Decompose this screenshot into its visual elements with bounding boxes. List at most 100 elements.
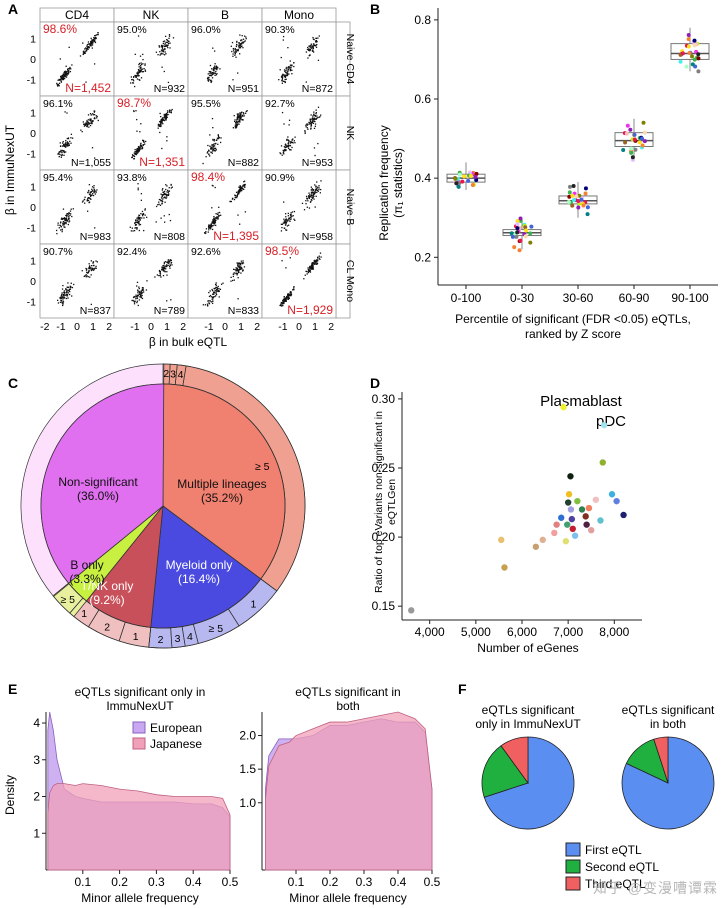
scatter-dot: [166, 111, 169, 114]
scatter-dot: [309, 46, 311, 48]
scatter-dot: [235, 122, 237, 124]
scatter-dot: [214, 221, 217, 223]
b-point: [462, 174, 467, 179]
scatter-dot: [312, 192, 315, 194]
scatter-dot: [214, 149, 216, 151]
scatter-dot: [86, 275, 88, 277]
scatter-dot: [317, 37, 319, 39]
scatter-dot: [167, 113, 169, 116]
scatter-dot: [168, 111, 170, 113]
scatter-dot: [242, 42, 244, 44]
scatter-dot: [307, 128, 309, 130]
scatter-dot: [135, 76, 137, 78]
scatter-dot: [289, 257, 291, 259]
scatter-dot: [284, 78, 286, 81]
scatter-dot: [61, 288, 64, 290]
scatter-dot: [233, 115, 235, 117]
scatter-dot: [218, 206, 220, 209]
e2-ytick-label: 2.0: [239, 729, 256, 743]
b-point: [692, 38, 697, 43]
scatter-dot: [72, 208, 74, 210]
scatter-dot: [240, 272, 242, 274]
scatter-dot: [63, 144, 66, 146]
scatter-dot: [239, 267, 241, 269]
e1-ytick-label: 4: [33, 716, 40, 730]
scatter-dot: [139, 67, 141, 69]
scatter-dot: [217, 290, 219, 292]
scatter-dot: [86, 45, 88, 47]
scatter-dot: [242, 41, 244, 43]
scatter-dot: [306, 123, 308, 125]
b-point: [641, 120, 646, 125]
scatter-dot: [141, 213, 144, 215]
scatter-dot: [61, 75, 63, 77]
c-slice-label: Myeloid only: [166, 558, 233, 572]
scatter-dot: [280, 145, 283, 147]
e1-title-1: eQTLs significant only in: [75, 685, 206, 699]
scatter-cell: [39, 21, 115, 97]
scatter-dot: [61, 229, 64, 231]
b-point: [637, 140, 642, 145]
scatter-dot: [138, 221, 140, 224]
scatter-dot: [88, 266, 90, 269]
scatter-dot: [167, 194, 170, 197]
scatter-dot: [287, 212, 289, 215]
scatter-dot: [143, 141, 145, 143]
scatter-dot: [161, 120, 163, 122]
scatter-dot: [66, 215, 68, 217]
scatter-dot: [208, 227, 210, 229]
scatter-dot: [310, 123, 312, 125]
legend-first: First eQTL: [585, 843, 642, 857]
e2-ytick-label: 1.0: [239, 796, 256, 810]
scatter-dot: [306, 206, 308, 208]
scatter-dot: [95, 267, 97, 270]
scatter-dot: [59, 151, 61, 153]
scatter-dot: [236, 40, 238, 43]
scatter-dot: [241, 187, 243, 190]
scatter-dot: [208, 70, 210, 73]
scatter-dot: [214, 63, 216, 65]
scatter-cell-points: [57, 260, 99, 307]
scatter-dot: [166, 196, 168, 198]
a-xtick: 0: [296, 321, 302, 333]
scatter-dot: [66, 212, 69, 215]
scatter-dot: [234, 125, 236, 127]
scatter-cell: [113, 243, 189, 319]
scatter-dot: [240, 268, 242, 270]
scatter-dot: [139, 55, 142, 57]
scatter-dot: [142, 144, 144, 146]
scatter-dot: [86, 125, 88, 128]
scatter-dot: [67, 72, 70, 74]
scatter-dot: [69, 290, 71, 293]
scatter-dot: [91, 193, 94, 195]
scatter-dot: [243, 185, 246, 187]
scatter-dot: [312, 45, 314, 47]
scatter-dot: [239, 191, 241, 193]
scatter-dot: [231, 41, 234, 44]
scatter-dot: [88, 201, 90, 204]
scatter-dot: [309, 122, 312, 124]
scatter-dot: [163, 221, 166, 223]
scatter-dot: [291, 146, 293, 149]
d-point: [567, 473, 574, 480]
scatter-dot: [313, 111, 315, 113]
scatter-dot: [289, 144, 291, 147]
scatter-dot: [139, 64, 142, 67]
scatter-dot: [318, 116, 320, 119]
scatter-dot: [313, 260, 315, 262]
scatter-dot: [217, 137, 220, 140]
scatter-dot: [305, 124, 307, 126]
scatter-dot: [212, 145, 214, 148]
scatter-dot: [240, 42, 243, 44]
scatter-dot: [307, 57, 309, 59]
b-point: [576, 205, 581, 210]
scatter-dot: [239, 46, 242, 49]
scatter-dot: [136, 301, 138, 304]
scatter-dot: [140, 77, 143, 79]
scatter-dot: [212, 296, 214, 299]
scatter-dot: [219, 68, 221, 70]
scatter-dot: [312, 193, 315, 196]
scatter-dot: [87, 48, 89, 50]
legend-first-swatch: [565, 842, 581, 857]
scatter-dot: [310, 123, 312, 126]
